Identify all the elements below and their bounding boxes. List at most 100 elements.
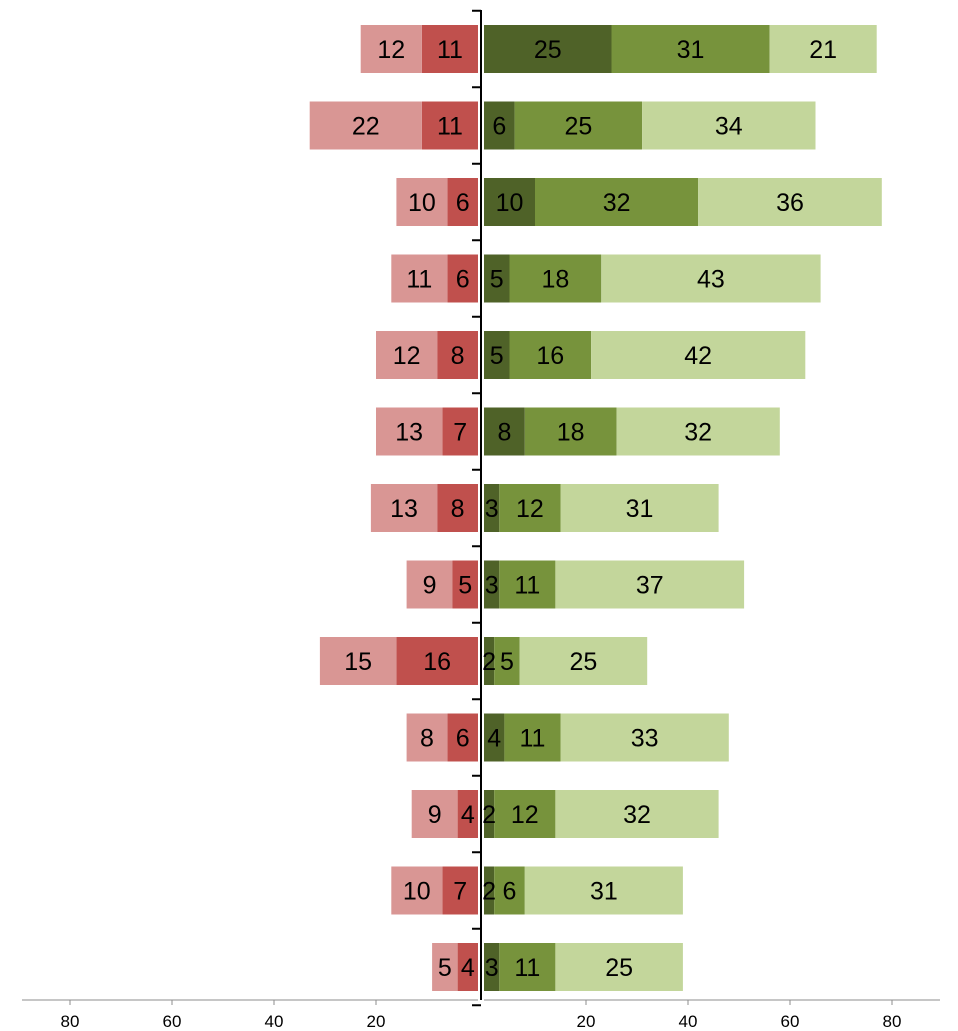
bar-neg-1-row-12 (432, 943, 458, 991)
bar-pos-0-row-10 (484, 790, 495, 838)
bar-label-pos-1-row-9: 11 (519, 725, 545, 753)
x-tick-label-3: 20 (367, 1012, 386, 1031)
bar-neg-1-row-1 (309, 101, 422, 150)
bar-neg-0-row-5 (442, 407, 478, 456)
bar-neg-1-row-8 (319, 637, 397, 685)
bar-label-pos-1-row-2: 32 (603, 189, 631, 217)
bar-label-pos-1-row-11: 6 (503, 878, 517, 906)
bar-label-pos-0-row-11: 2 (482, 878, 496, 906)
bar-label-pos-1-row-10: 12 (511, 801, 539, 829)
bar-label-neg-0-row-5: 7 (453, 419, 467, 447)
bar-label-pos-1-row-5: 18 (557, 419, 585, 447)
bar-pos-2-row-9 (560, 713, 729, 762)
bar-label-pos-0-row-6: 3 (485, 495, 499, 523)
axes-layer: 80 60 40 20 20 40 60 80 (22, 9, 940, 1031)
bar-label-neg-0-row-8: 16 (423, 648, 451, 676)
bar-pos-2-row-1 (642, 101, 816, 150)
bar-pos-0-row-9 (484, 713, 505, 762)
bar-label-neg-1-row-2: 10 (408, 189, 436, 217)
bar-neg-0-row-7 (452, 560, 478, 609)
bar-pos-1-row-10 (494, 790, 556, 838)
bar-label-neg-0-row-2: 6 (456, 189, 470, 217)
bar-neg-1-row-11 (391, 866, 443, 915)
bar-label-pos-1-row-7: 11 (514, 572, 540, 600)
bar-pos-1-row-5 (524, 407, 617, 456)
bar-label-neg-1-row-7: 9 (423, 572, 437, 600)
bar-neg-0-row-9 (447, 713, 478, 762)
bar-label-pos-2-row-11: 31 (590, 878, 618, 906)
bar-neg-0-row-6 (437, 484, 478, 532)
x-tick-label-1: 60 (163, 1012, 182, 1031)
bar-pos-0-row-1 (484, 101, 515, 150)
bar-label-neg-0-row-4: 8 (451, 342, 465, 370)
bar-label-neg-0-row-9: 6 (456, 725, 470, 753)
x-tick-label-0: 80 (61, 1012, 80, 1031)
bar-label-pos-1-row-4: 16 (536, 342, 564, 370)
bar-label-neg-1-row-6: 13 (390, 495, 418, 523)
bar-label-neg-1-row-0: 12 (377, 36, 405, 64)
bar-label-neg-1-row-12: 5 (438, 954, 452, 982)
bar-neg-0-row-12 (457, 943, 478, 991)
bar-neg-0-row-1 (421, 101, 478, 150)
bar-pos-1-row-9 (504, 713, 561, 762)
bar-pos-0-row-2 (484, 178, 535, 226)
bar-label-pos-2-row-5: 32 (684, 419, 712, 447)
bar-neg-1-row-10 (411, 790, 458, 838)
bar-label-neg-0-row-12: 4 (461, 954, 475, 982)
x-tick-label-6: 60 (781, 1012, 800, 1031)
bar-label-pos-2-row-6: 31 (626, 495, 654, 523)
bar-label-neg-0-row-6: 8 (451, 495, 465, 523)
bar-pos-1-row-4 (509, 331, 592, 379)
bar-pos-1-row-11 (494, 866, 525, 915)
x-tick-label-4: 20 (577, 1012, 596, 1031)
bar-pos-1-row-7 (499, 560, 556, 609)
bar-neg-0-row-4 (437, 331, 478, 379)
bar-label-neg-1-row-10: 9 (428, 801, 442, 829)
bar-pos-2-row-4 (591, 331, 806, 379)
bar-label-pos-0-row-2: 10 (496, 189, 524, 217)
bar-label-pos-2-row-7: 37 (636, 572, 664, 600)
bar-pos-2-row-5 (616, 407, 780, 456)
bar-pos-0-row-11 (484, 866, 495, 915)
bar-label-pos-2-row-12: 25 (605, 954, 633, 982)
bar-label-pos-0-row-3: 5 (490, 266, 504, 294)
bar-neg-0-row-0 (421, 25, 478, 73)
bar-neg-1-row-3 (391, 254, 448, 303)
bar-pos-0-row-6 (484, 484, 500, 532)
bar-label-pos-0-row-0: 25 (534, 36, 562, 64)
bar-pos-0-row-7 (484, 560, 500, 609)
bar-neg-0-row-11 (442, 866, 478, 915)
bar-pos-0-row-0 (484, 25, 612, 73)
bar-label-pos-1-row-6: 12 (516, 495, 544, 523)
bar-neg-1-row-7 (406, 560, 453, 609)
bar-pos-2-row-3 (601, 254, 821, 303)
bar-label-pos-2-row-3: 43 (697, 266, 725, 294)
bar-neg-0-row-10 (457, 790, 478, 838)
bar-pos-0-row-5 (484, 407, 525, 456)
bar-label-pos-0-row-9: 4 (487, 725, 501, 753)
bar-neg-0-row-3 (447, 254, 478, 303)
bar-pos-0-row-12 (484, 943, 500, 991)
bar-neg-1-row-4 (376, 331, 438, 379)
bar-neg-1-row-2 (396, 178, 448, 226)
bar-label-neg-0-row-3: 6 (456, 266, 470, 294)
bar-label-pos-2-row-0: 21 (809, 36, 837, 64)
bar-pos-1-row-6 (499, 484, 561, 532)
bar-label-pos-2-row-4: 42 (684, 342, 712, 370)
bar-label-pos-0-row-12: 3 (485, 954, 499, 982)
bar-label-pos-1-row-1: 25 (564, 113, 592, 141)
bar-neg-1-row-9 (406, 713, 448, 762)
bar-pos-2-row-6 (560, 484, 719, 532)
bar-label-neg-1-row-3: 11 (406, 266, 432, 294)
bar-pos-2-row-12 (555, 943, 683, 991)
bar-neg-1-row-0 (360, 25, 422, 73)
bar-pos-2-row-11 (524, 866, 683, 915)
bar-pos-0-row-3 (484, 254, 510, 303)
bar-neg-1-row-6 (370, 484, 438, 532)
bar-label-pos-2-row-9: 33 (631, 725, 659, 753)
bar-label-pos-0-row-10: 2 (482, 801, 496, 829)
bar-label-pos-0-row-5: 8 (497, 419, 511, 447)
bar-pos-0-row-4 (484, 331, 510, 379)
bar-label-pos-0-row-1: 6 (492, 113, 506, 141)
